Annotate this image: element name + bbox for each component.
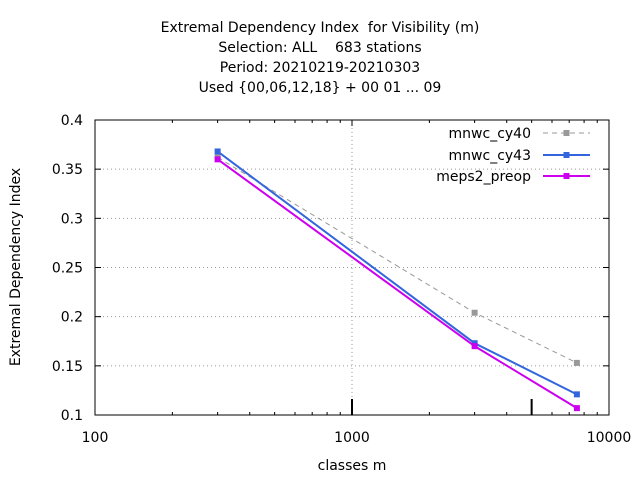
data-point-mnwc_cy43 xyxy=(573,391,580,398)
legend: mnwc_cy40 mnwc_cy43 meps2_preop xyxy=(436,126,590,185)
series-line-mnwc_cy43 xyxy=(217,150,578,396)
y-axis-label: Extremal Dependency Index xyxy=(8,168,24,366)
series-line-meps2_preop xyxy=(217,158,578,409)
data-point-mnwc_cy40 xyxy=(573,359,580,366)
x-tick-label: 1000 xyxy=(334,430,370,446)
y-tick-label: 0.25 xyxy=(52,261,83,277)
y-tick-label: 0.2 xyxy=(61,310,83,326)
chart-title-line-4: Used {00,06,12,18} + 00 01 ... 09 xyxy=(198,80,442,96)
series-lines xyxy=(214,148,580,412)
chart-title-line-1: Extremal Dependency Index for Visibility… xyxy=(160,20,480,36)
grid-lines xyxy=(95,120,609,415)
legend-marker-meps2_preop xyxy=(563,173,570,179)
legend-label-mnwc_cy43: mnwc_cy43 xyxy=(449,148,531,164)
data-point-meps2_preop xyxy=(573,405,580,412)
y-tick-label: 0.35 xyxy=(52,162,83,178)
legend-label-mnwc_cy40: mnwc_cy40 xyxy=(449,126,531,142)
axis-ticks: 0.1 0.15 0.2 0.25 0.3 0.35 0.4 100 1000 10000 xyxy=(52,113,631,446)
legend-marker-mnwc_cy40 xyxy=(563,130,570,136)
x-axis-label: classes m xyxy=(318,458,387,474)
y-tick-label: 0.4 xyxy=(61,113,83,129)
chart-title-line-2: Selection: ALL 683 stations xyxy=(218,40,422,56)
data-point-mnwc_cy43 xyxy=(214,148,221,155)
legend-label-meps2_preop: meps2_preop xyxy=(436,169,531,185)
series-line-mnwc_cy40 xyxy=(217,156,578,364)
x-tick-label: 100 xyxy=(82,430,109,446)
data-point-mnwc_cy40 xyxy=(471,309,478,316)
chart-title-line-3: Period: 20210219-20210303 xyxy=(219,60,421,76)
y-tick-label: 0.3 xyxy=(61,211,83,227)
data-point-meps2_preop xyxy=(214,156,221,163)
data-point-meps2_preop xyxy=(471,343,478,350)
legend-marker-mnwc_cy43 xyxy=(563,152,570,158)
class-markers xyxy=(351,399,533,415)
y-tick-label: 0.15 xyxy=(52,359,83,375)
y-tick-label: 0.1 xyxy=(61,408,83,424)
x-tick-label: 10000 xyxy=(587,430,632,446)
chart-title: Extremal Dependency Index for Visibility… xyxy=(0,18,640,98)
